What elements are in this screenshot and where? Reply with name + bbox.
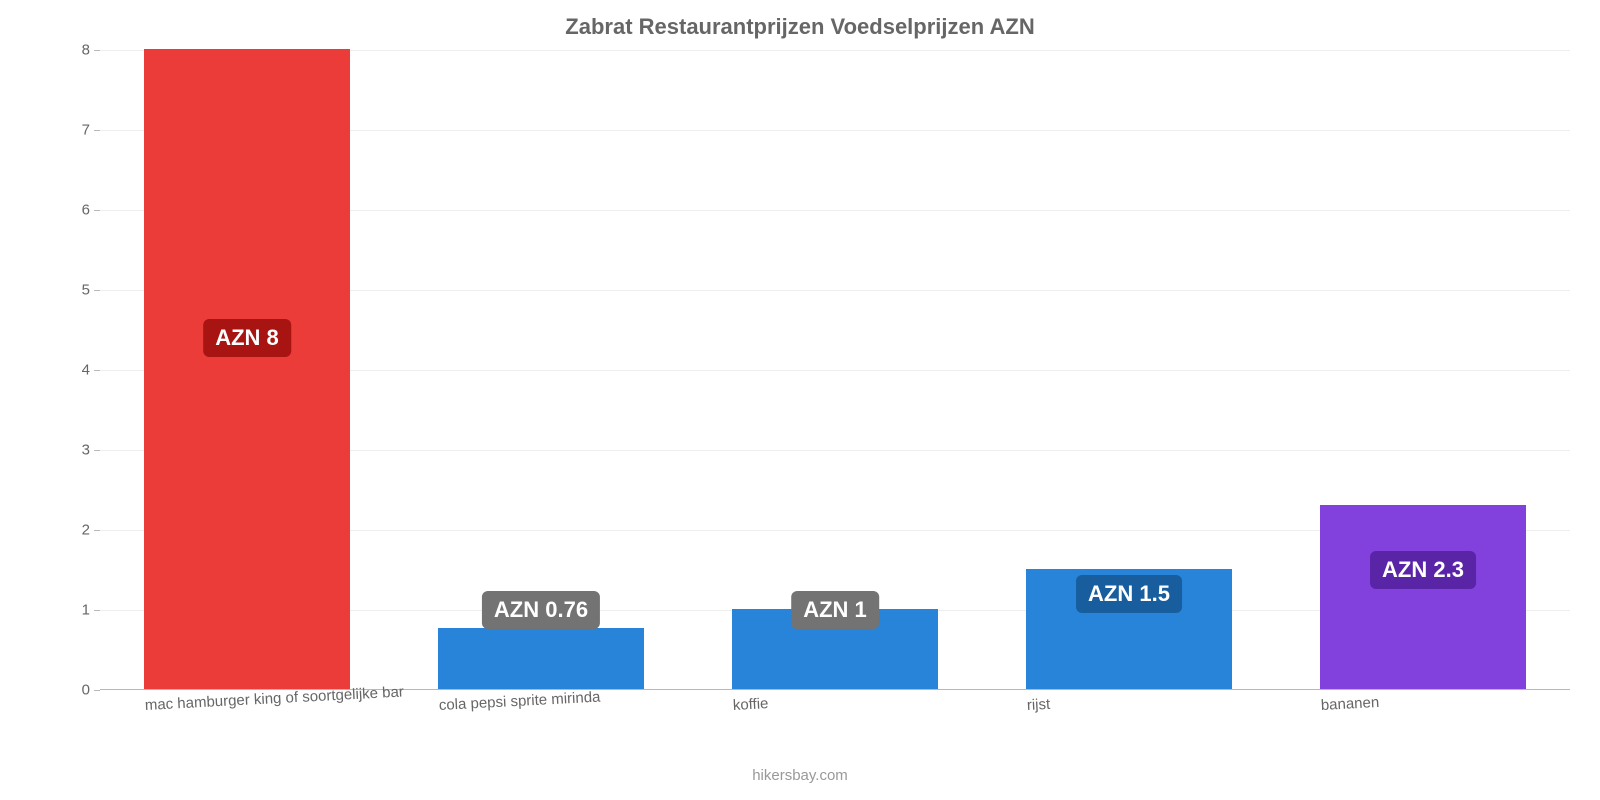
y-tick-label: 5 bbox=[82, 282, 100, 299]
x-axis-label: koffie bbox=[733, 695, 769, 714]
chart-title: Zabrat Restaurantprijzen Voedselprijzen … bbox=[0, 14, 1600, 40]
bar bbox=[144, 49, 350, 689]
value-badge: AZN 1 bbox=[791, 591, 879, 629]
x-axis-label: cola pepsi sprite mirinda bbox=[439, 689, 601, 714]
bar bbox=[438, 628, 644, 689]
value-badge: AZN 2.3 bbox=[1370, 551, 1476, 589]
value-badge: AZN 1.5 bbox=[1076, 575, 1182, 613]
x-axis-label: rijst bbox=[1027, 696, 1051, 714]
y-tick-label: 2 bbox=[82, 522, 100, 539]
y-tick-label: 7 bbox=[82, 122, 100, 139]
y-tick-label: 8 bbox=[82, 42, 100, 59]
y-tick-label: 6 bbox=[82, 202, 100, 219]
x-axis-label: bananen bbox=[1321, 694, 1380, 714]
plot-area: 012345678AZN 8mac hamburger king of soor… bbox=[100, 50, 1570, 690]
y-tick-label: 0 bbox=[82, 682, 100, 699]
value-badge: AZN 0.76 bbox=[482, 591, 600, 629]
value-badge: AZN 8 bbox=[203, 319, 291, 357]
y-tick-label: 3 bbox=[82, 442, 100, 459]
y-tick-label: 1 bbox=[82, 602, 100, 619]
attribution-text: hikersbay.com bbox=[0, 767, 1600, 784]
y-tick-label: 4 bbox=[82, 362, 100, 379]
bar bbox=[1320, 505, 1526, 689]
price-chart: Zabrat Restaurantprijzen Voedselprijzen … bbox=[0, 0, 1600, 800]
